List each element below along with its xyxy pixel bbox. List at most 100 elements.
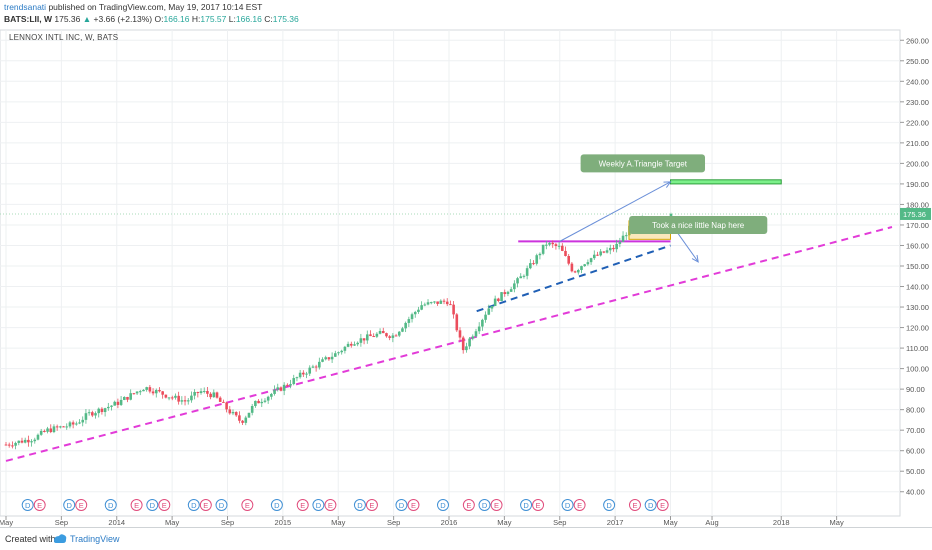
candle-body xyxy=(564,250,567,256)
candle-body xyxy=(436,301,439,304)
candle-body xyxy=(612,247,615,250)
candle-body xyxy=(410,314,414,320)
change-arrow-icon: ▲ xyxy=(82,14,92,24)
candle-body xyxy=(81,419,85,423)
dividend-marker-label: D xyxy=(523,501,529,510)
earnings-marker-icon xyxy=(241,499,254,511)
dividend-marker-icon xyxy=(187,499,200,511)
x-tick-label: Aug xyxy=(705,518,718,527)
tradingview-brand[interactable]: TradingView xyxy=(70,534,120,544)
candle-body xyxy=(218,397,222,402)
candle-body xyxy=(525,268,529,276)
candle-body xyxy=(391,335,395,338)
target-callout-bubble xyxy=(580,154,706,173)
candle-body xyxy=(589,258,593,263)
down-projection-arrow-head xyxy=(691,254,699,263)
candle-body xyxy=(397,331,401,336)
candle-body xyxy=(84,413,88,420)
last-price: 175.36 xyxy=(54,14,81,24)
candle-body xyxy=(100,408,104,413)
y-tick-label: 60.00 xyxy=(906,447,925,456)
candle-body xyxy=(420,305,423,310)
dividend-marker-icon xyxy=(478,499,491,511)
earnings-marker-label: E xyxy=(494,501,499,510)
earnings-marker-label: E xyxy=(203,501,208,510)
y-tick-label: 150.00 xyxy=(906,262,929,271)
dividend-marker-icon xyxy=(21,499,34,511)
candle-body xyxy=(474,331,478,337)
earnings-marker-label: E xyxy=(536,501,541,510)
candle-body xyxy=(75,423,78,425)
candle-body xyxy=(455,314,459,331)
candle-body xyxy=(49,428,53,433)
earnings-marker-label: E xyxy=(369,501,374,510)
candle-body xyxy=(78,422,81,424)
candle-body xyxy=(170,397,174,399)
earnings-marker-label: E xyxy=(245,501,250,510)
candle-body xyxy=(158,389,161,392)
candle-body xyxy=(91,412,94,416)
dividend-marker-label: D xyxy=(25,501,31,510)
candle-body xyxy=(362,338,366,341)
candle-body xyxy=(167,397,171,399)
candle-body xyxy=(193,392,196,396)
candle-body xyxy=(407,319,411,323)
dividend-marker-icon xyxy=(520,499,533,511)
candle-body xyxy=(318,361,321,368)
open-value: 166.16 xyxy=(163,14,190,24)
candle-body xyxy=(71,422,75,425)
y-tick-label: 40.00 xyxy=(906,488,925,497)
chart-title: LENNOX INTL INC, W, BATS xyxy=(9,33,119,42)
dividend-marker-label: D xyxy=(606,501,612,510)
candle-body xyxy=(289,384,292,386)
candle-body xyxy=(343,346,347,351)
candle-body xyxy=(394,335,398,337)
x-tick-label: Sep xyxy=(55,518,68,527)
candle-body xyxy=(138,391,142,393)
earnings-marker-icon xyxy=(296,499,309,511)
candle-body xyxy=(11,445,14,447)
dividend-marker-label: D xyxy=(357,501,363,510)
candle-body xyxy=(263,400,267,402)
candle-body xyxy=(36,434,40,440)
candle-body xyxy=(43,430,46,432)
candle-body xyxy=(375,333,379,337)
author-link[interactable]: trendsanati xyxy=(4,2,47,12)
candle-body xyxy=(196,392,200,394)
nap-callout-text: Took a nice little Nap here xyxy=(652,221,745,230)
dividend-marker-label: D xyxy=(399,501,405,510)
candle-body xyxy=(461,337,465,351)
up-target-arrow xyxy=(559,181,671,242)
candle-body xyxy=(404,322,407,329)
low-value: 166.16 xyxy=(235,14,262,24)
candle-body xyxy=(321,359,324,362)
candle-body xyxy=(586,262,590,265)
earnings-marker-icon xyxy=(573,499,586,511)
earnings-marker-icon xyxy=(532,499,545,511)
candle-body xyxy=(279,387,283,391)
candle-body xyxy=(337,352,340,354)
candle-body xyxy=(340,350,344,353)
dividend-marker-icon xyxy=(312,499,325,511)
earnings-marker-label: E xyxy=(328,501,333,510)
y-tick-label: 90.00 xyxy=(906,385,925,394)
y-tick-label: 200.00 xyxy=(906,159,929,168)
candle-body xyxy=(429,302,433,304)
y-tick-label: 50.00 xyxy=(906,467,925,476)
candle-body xyxy=(605,250,609,253)
y-tick-label: 100.00 xyxy=(906,365,929,374)
triangle-target-box xyxy=(670,179,782,185)
candle-body xyxy=(570,263,574,272)
earnings-marker-label: E xyxy=(300,501,305,510)
candle-body xyxy=(154,389,158,394)
candle-body xyxy=(327,357,331,360)
candle-body xyxy=(62,426,65,428)
earnings-marker-icon xyxy=(462,499,475,511)
price-chart[interactable]: 40.00 50.00 60.00 70.00 80.00 90.00 100.00 110.… xyxy=(0,28,932,527)
x-tick-label: May xyxy=(165,518,179,527)
candle-body xyxy=(107,406,110,409)
x-tick-label: 2017 xyxy=(607,518,624,527)
candle-body xyxy=(190,395,193,401)
candle-body xyxy=(349,343,353,346)
y-tick-label: 240.00 xyxy=(906,77,929,86)
